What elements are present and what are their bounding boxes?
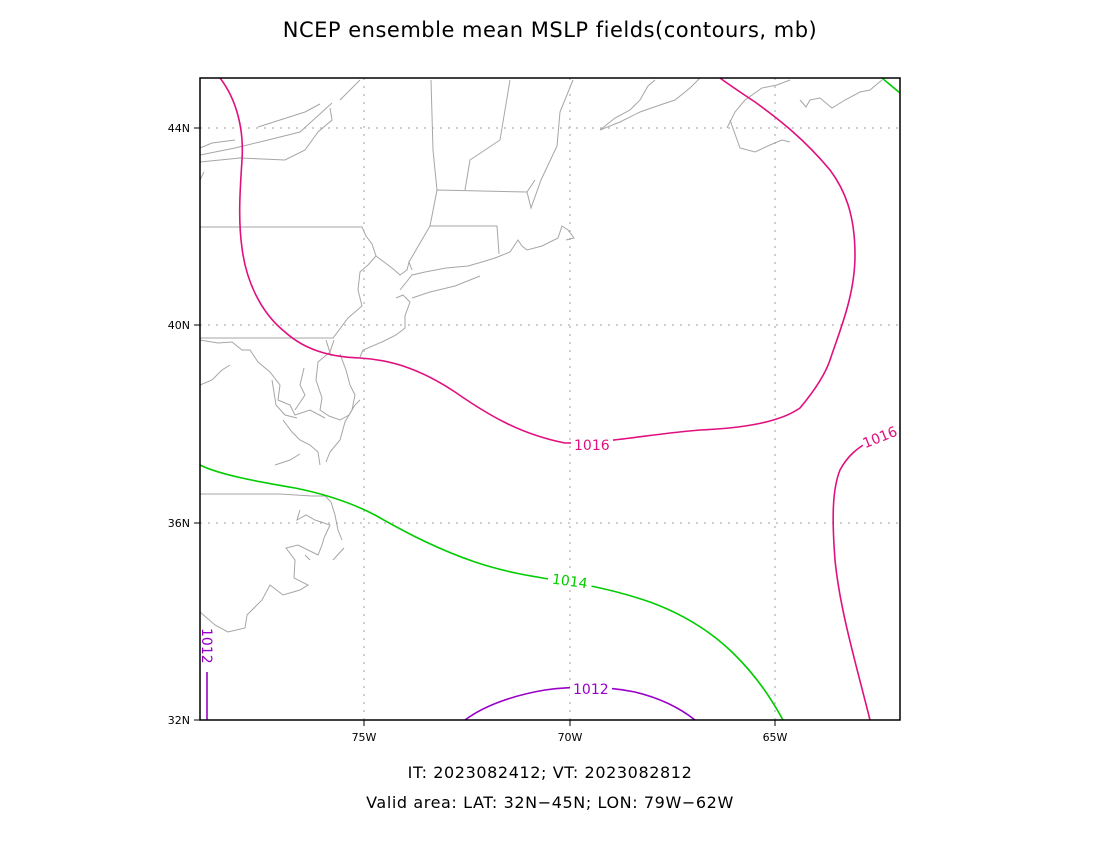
contour-1014-label: 1014 bbox=[551, 572, 589, 593]
map-frame bbox=[199, 77, 901, 721]
contour-1016-label: 1016 bbox=[574, 438, 610, 454]
tick-marks bbox=[194, 127, 776, 726]
time-caption: IT: 2023082412; VT: 2023082812 bbox=[407, 763, 693, 782]
contour-1012-label: 1012 bbox=[573, 682, 609, 698]
lat-tick-36n: 36N bbox=[168, 517, 190, 530]
contour-1012-west-label: 1012 bbox=[198, 628, 214, 664]
graticule bbox=[200, 78, 900, 720]
contour-1016-main-line bbox=[219, 77, 856, 444]
map-title: NCEP ensemble mean MSLP fields(contours,… bbox=[282, 18, 818, 42]
tick-labels: 44N 40N 36N 32N 75W 70W 65W bbox=[168, 122, 788, 744]
contour-1012 bbox=[206, 668, 696, 721]
lon-tick-75w: 75W bbox=[352, 731, 377, 744]
lat-tick-40n: 40N bbox=[168, 319, 190, 332]
contour-1016-east-line bbox=[832, 427, 901, 721]
lat-tick-32n: 32N bbox=[168, 714, 190, 727]
lat-tick-44n: 44N bbox=[168, 122, 190, 135]
contour-1014 bbox=[199, 77, 901, 721]
contour-1014-ne-line bbox=[881, 77, 901, 94]
contour-1014-main-line bbox=[199, 464, 784, 721]
lon-tick-65w: 65W bbox=[763, 731, 788, 744]
coastlines-and-borders bbox=[199, 77, 883, 633]
lon-tick-70w: 70W bbox=[558, 731, 583, 744]
area-caption: Valid area: LAT: 32N−45N; LON: 79W−62W bbox=[366, 793, 734, 812]
contour-labels: 1016 1014 1012 1012 1016 bbox=[198, 420, 903, 698]
